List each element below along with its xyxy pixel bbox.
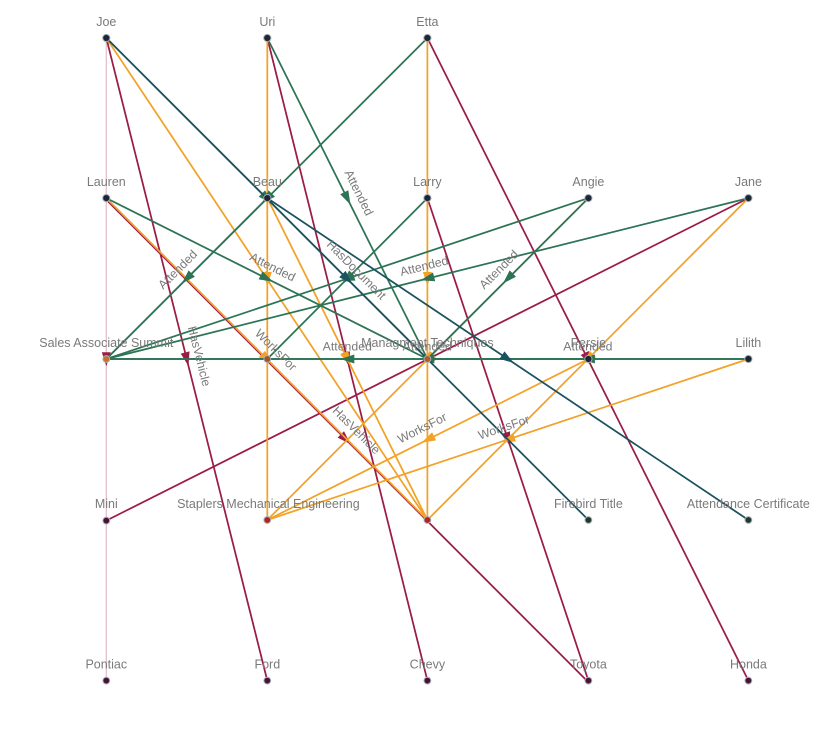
svg-text:Etta: Etta xyxy=(416,15,438,29)
svg-text:Attendance Certificate: Attendance Certificate xyxy=(687,497,810,511)
svg-text:Joe: Joe xyxy=(96,15,116,29)
svg-text:Mechanical Engineering: Mechanical Engineering xyxy=(226,497,359,511)
svg-text:Toyota: Toyota xyxy=(570,658,607,672)
svg-text:Jane: Jane xyxy=(735,175,762,189)
svg-text:Ford: Ford xyxy=(254,658,280,672)
svg-text:Attended: Attended xyxy=(563,339,612,353)
svg-text:Larry: Larry xyxy=(413,175,442,189)
svg-text:Attended: Attended xyxy=(323,339,372,353)
svg-text:Pontiac: Pontiac xyxy=(85,658,127,672)
svg-text:Angie: Angie xyxy=(572,175,604,189)
svg-text:Honda: Honda xyxy=(730,658,767,672)
svg-text:Managment Techniques: Managment Techniques xyxy=(361,336,494,350)
svg-text:Lauren: Lauren xyxy=(87,175,126,189)
svg-text:Persie: Persie xyxy=(571,336,606,350)
svg-text:Lilith: Lilith xyxy=(736,336,762,350)
svg-text:Attended: Attended xyxy=(403,339,452,353)
svg-text:Chevy: Chevy xyxy=(410,658,446,672)
svg-text:Firebird Title: Firebird Title xyxy=(554,497,623,511)
svg-text:Sales Associate Summit: Sales Associate Summit xyxy=(39,336,174,350)
svg-text:Mini: Mini xyxy=(95,497,118,511)
svg-text:Uri: Uri xyxy=(259,15,275,29)
svg-text:Beau: Beau xyxy=(253,175,282,189)
svg-text:Staplers: Staplers xyxy=(177,497,223,511)
